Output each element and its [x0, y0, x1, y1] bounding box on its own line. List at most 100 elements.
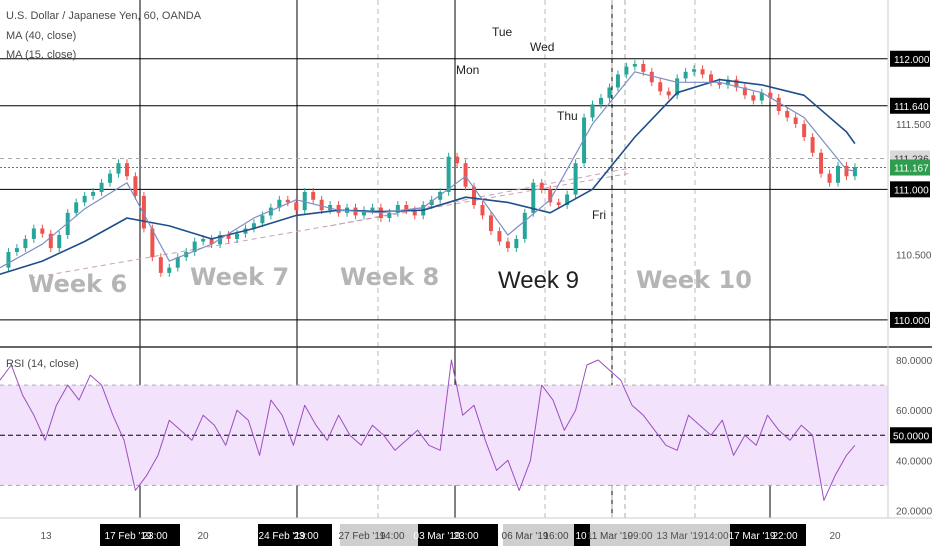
time-tick-label: 23:00: [453, 531, 478, 542]
time-tick-label: 20: [197, 531, 209, 542]
candle-body: [31, 228, 36, 239]
candle-body: [582, 117, 587, 164]
time-tick-label: 24 Feb '19: [259, 531, 306, 542]
candle-body: [844, 165, 849, 177]
rsi-mid-text: 50.0000: [893, 431, 930, 442]
candle-body: [590, 104, 595, 118]
rsi-tick-label: 40.0000: [896, 456, 932, 467]
candle-body: [124, 163, 129, 177]
candle-body: [192, 241, 197, 252]
candle-body: [302, 191, 307, 211]
candle-body: [277, 199, 282, 208]
candle-body: [759, 92, 764, 101]
candle-body: [649, 71, 654, 83]
time-tick-label: 14:00: [379, 531, 404, 542]
candle-body: [336, 204, 341, 213]
candle-body: [99, 182, 104, 192]
candle-body: [319, 199, 324, 211]
time-tick-label: 16:00: [543, 531, 568, 542]
candle-body: [505, 241, 510, 249]
candle-body: [226, 235, 231, 239]
candle-body: [455, 156, 460, 164]
candle-body: [548, 189, 553, 203]
candle-body: [260, 215, 265, 224]
candle-body: [472, 186, 477, 205]
candle-body: [209, 238, 214, 245]
week-label: Week 9: [498, 267, 579, 294]
time-tick-label: 17 Mar '19: [729, 531, 776, 542]
time-tick-label: 14:00: [703, 531, 728, 542]
candle-body: [641, 63, 646, 72]
time-tick-label: 23:00: [293, 531, 318, 542]
candle-body: [742, 87, 747, 96]
day-label: Thu: [557, 109, 578, 123]
week-label: Week 7: [190, 263, 289, 291]
candle-body: [835, 165, 840, 183]
candle-body: [82, 195, 87, 203]
candle-body: [108, 173, 113, 183]
candle-body: [675, 78, 680, 96]
candle-body: [615, 74, 620, 88]
candle-body: [395, 204, 400, 213]
ma-fast-legend: MA (15, close): [6, 49, 77, 61]
candle-body: [133, 176, 138, 196]
time-tick-label: 09:00: [627, 531, 652, 542]
candle-body: [40, 228, 45, 234]
time-label-box: [574, 524, 590, 546]
candle-body: [141, 195, 146, 229]
time-tick-label: 13 Mar '19: [657, 531, 704, 542]
price-level-tag: [890, 311, 930, 328]
rsi-tick-label: 20.0000: [896, 506, 932, 517]
ma-slow-legend: MA (40, close): [6, 30, 77, 42]
time-label-box: [418, 524, 498, 546]
time-label-box: [503, 524, 574, 546]
candle-body: [683, 71, 688, 79]
candle-body: [201, 238, 206, 242]
candle-body: [700, 69, 705, 75]
candle-body: [539, 182, 544, 190]
rsi-pane: [0, 359, 888, 501]
candle-body: [565, 194, 570, 205]
candle-body: [175, 257, 180, 268]
candle-body: [573, 163, 578, 195]
time-label-box: [340, 524, 418, 546]
price-level-tag: [890, 50, 930, 67]
candle-body: [785, 110, 790, 118]
price-level-tag: [890, 181, 930, 198]
candle-body: [751, 95, 756, 101]
ma-15-line: [0, 71, 855, 269]
candle-body: [598, 97, 603, 105]
candle-body: [827, 173, 832, 183]
day-label: Wed: [530, 40, 554, 54]
trendline: [329, 167, 629, 227]
rsi-line: [0, 359, 856, 501]
symbol-legend: U.S. Dollar / Japanese Yen, 60, OANDA: [6, 10, 202, 22]
candle-body: [463, 163, 468, 187]
candle-body: [235, 233, 240, 239]
current-price-tag: [890, 159, 930, 176]
candle-body: [497, 231, 502, 242]
candle-body: [709, 74, 714, 83]
day-label: Fri: [592, 208, 606, 222]
candle-body: [446, 156, 451, 192]
time-tick-label: 03 Mar '19: [414, 531, 461, 542]
candle-body: [734, 79, 739, 88]
price-level-text: 111.000: [894, 185, 929, 196]
candle-body: [438, 191, 443, 200]
candle-body: [412, 210, 417, 216]
candle-body: [65, 212, 70, 236]
time-tick-label: 22:00: [772, 531, 797, 542]
week-label: Week 10: [636, 266, 752, 294]
candle-body: [429, 199, 434, 205]
trendline: [29, 173, 629, 279]
candle-body: [74, 202, 79, 213]
candle-body: [404, 204, 409, 211]
candle-body: [725, 79, 730, 85]
candle-body: [150, 228, 155, 258]
rsi-tick-label: 80.0000: [896, 356, 932, 367]
candle-body: [624, 66, 629, 75]
candle-body: [819, 152, 824, 174]
candle-body: [531, 182, 536, 213]
time-tick-label: 06 Mar '19: [502, 531, 549, 542]
